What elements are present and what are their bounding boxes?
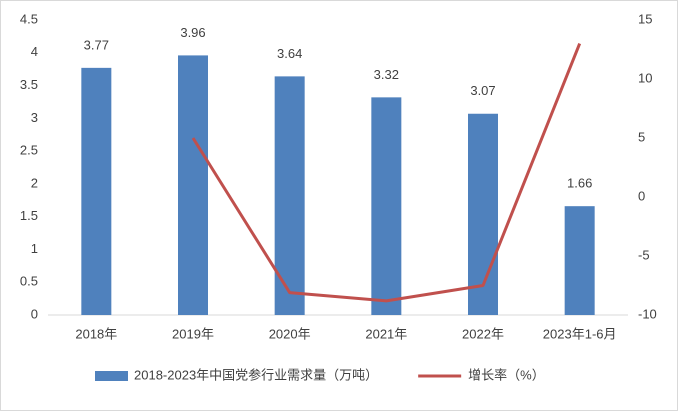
y-tick-label: 0: [31, 306, 38, 321]
y2-tick-label: 15: [638, 11, 652, 26]
data-label: 1.66: [567, 176, 592, 191]
y2-tick-label: -5: [638, 247, 650, 262]
bar: [564, 206, 595, 315]
x-tick-label: 2020年: [269, 326, 311, 341]
bar: [371, 97, 402, 315]
data-label: 3.32: [374, 67, 399, 82]
y-tick-label: 4: [31, 44, 38, 59]
y-tick-label: 4.5: [20, 11, 38, 26]
x-tick-label: 2018年: [75, 326, 117, 341]
y-tick-label: 1: [31, 241, 38, 256]
bar: [178, 55, 208, 316]
legend-label: 增长率（%）: [468, 367, 545, 382]
x-tick-label: 2023年1-6月: [543, 326, 617, 341]
bar: [274, 76, 305, 315]
data-label: 3.07: [470, 83, 495, 98]
y2-tick-label: -10: [638, 306, 657, 321]
legend-swatch: [95, 371, 128, 381]
data-label: 3.77: [84, 37, 109, 52]
y-tick-label: 1.5: [20, 208, 38, 223]
y-tick-label: 3.5: [20, 77, 38, 92]
y-tick-label: 2.5: [20, 143, 38, 158]
data-label: 3.96: [180, 25, 205, 40]
x-tick-label: 2021年: [365, 326, 407, 341]
line: [191, 43, 582, 303]
bar: [468, 113, 498, 315]
y-tick-label: 0.5: [20, 274, 38, 289]
y2-tick-label: 10: [638, 70, 652, 85]
y-tick-label: 2: [31, 175, 38, 190]
bar: [81, 67, 112, 315]
data-label: 3.64: [277, 46, 302, 61]
y-tick-label: 3: [31, 110, 38, 125]
x-tick-label: 2022年: [462, 326, 504, 341]
y2-tick-label: 0: [638, 188, 645, 203]
y2-tick-label: 5: [638, 129, 645, 144]
legend-label: 2018-2023年中国党参行业需求量（万吨）: [134, 367, 378, 382]
x-tick-label: 2019年: [172, 326, 214, 341]
